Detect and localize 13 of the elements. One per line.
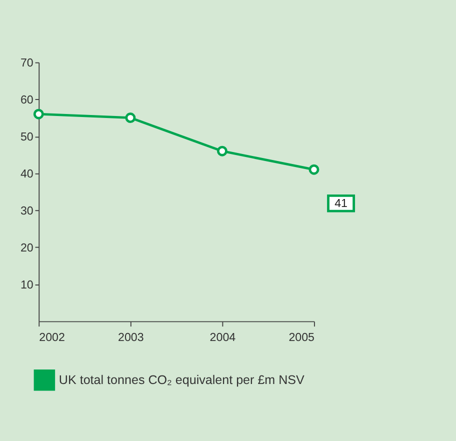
x-tick-label: 2003	[118, 332, 144, 344]
y-tick-label: 10	[20, 280, 34, 292]
y-tick-label: 70	[20, 58, 34, 70]
x-tick-label: 2005	[288, 332, 314, 344]
data-label: 41	[334, 198, 348, 210]
x-tick-label: 2002	[39, 332, 65, 344]
y-tick-label: 20	[20, 242, 34, 255]
y-tick-label: 40	[20, 168, 34, 181]
y-tick-label: 60	[20, 94, 34, 107]
y-tick-label: 50	[20, 132, 34, 144]
x-tick-label: 2004	[210, 332, 236, 344]
legend-label: UK total tonnes CO₂ equivalent per £m NSV	[58, 373, 306, 388]
y-tick-label: 30	[20, 206, 34, 218]
